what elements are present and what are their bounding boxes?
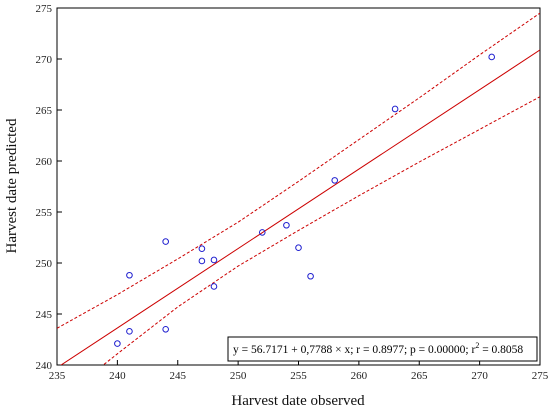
y-tick-label: 260 xyxy=(36,156,53,168)
x-tick-label: 235 xyxy=(49,370,66,382)
y-tick-label: 265 xyxy=(36,105,53,117)
x-tick-label: 255 xyxy=(290,370,307,382)
plot-frame xyxy=(56,7,541,366)
y-tick-label: 245 xyxy=(36,309,53,321)
y-axis: 240 245 250 255 260 265 270 275 xyxy=(36,3,62,372)
data-point xyxy=(391,105,399,113)
regression-line xyxy=(60,49,540,365)
x-tick-label: 245 xyxy=(170,370,187,382)
regression-annotation: y = 56.7171 + 0,7788 × x; r = 0.8977; p … xyxy=(227,336,538,362)
x-tick-label: 265 xyxy=(411,370,428,382)
data-point xyxy=(295,244,302,251)
y-axis-title: Harvest date predicted xyxy=(4,118,20,253)
data-point xyxy=(126,328,133,335)
confidence-lower-line xyxy=(102,96,540,365)
confidence-upper-line xyxy=(57,12,540,329)
y-tick-label: 240 xyxy=(36,360,53,372)
data-point xyxy=(258,229,266,236)
data-point xyxy=(488,53,496,61)
y-tick-label: 275 xyxy=(36,3,53,15)
y-tick-label: 255 xyxy=(36,207,53,219)
data-point xyxy=(126,271,133,279)
x-axis-title: Harvest date observed xyxy=(231,393,365,409)
data-point xyxy=(162,238,169,245)
data-point xyxy=(307,272,314,280)
data-point xyxy=(283,221,290,229)
x-tick-label: 240 xyxy=(109,370,126,382)
confidence-band xyxy=(57,12,540,365)
x-tick-label: 270 xyxy=(471,370,488,382)
data-point xyxy=(198,245,206,253)
x-tick-label: 275 xyxy=(532,370,549,382)
data-point xyxy=(210,283,218,290)
x-tick-label: 250 xyxy=(230,370,247,382)
x-axis: 235 240 245 250 255 260 265 270 275 xyxy=(49,360,549,382)
data-points xyxy=(114,53,496,347)
data-point xyxy=(114,340,121,347)
data-point xyxy=(210,256,218,264)
data-point xyxy=(162,326,169,333)
data-point xyxy=(198,257,206,265)
x-tick-label: 260 xyxy=(351,370,368,382)
annotation-text: y = 56.7171 + 0,7788 × x; r = 0.8977; p … xyxy=(233,341,523,356)
data-point xyxy=(331,177,339,184)
y-tick-label: 270 xyxy=(36,54,53,66)
y-tick-label: 250 xyxy=(36,258,53,270)
annotation-box xyxy=(227,336,538,362)
